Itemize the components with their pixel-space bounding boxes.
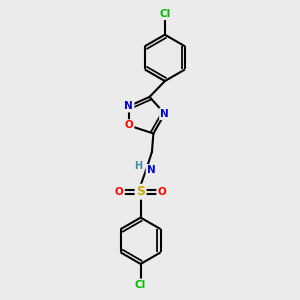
Text: O: O xyxy=(115,187,124,197)
Text: Cl: Cl xyxy=(159,9,170,19)
Text: O: O xyxy=(158,187,166,197)
Text: N: N xyxy=(147,165,156,175)
Text: O: O xyxy=(124,121,133,130)
Text: N: N xyxy=(160,109,169,119)
Text: Cl: Cl xyxy=(135,280,146,290)
Text: S: S xyxy=(136,185,145,198)
Text: N: N xyxy=(124,101,133,111)
Text: H: H xyxy=(134,161,142,171)
